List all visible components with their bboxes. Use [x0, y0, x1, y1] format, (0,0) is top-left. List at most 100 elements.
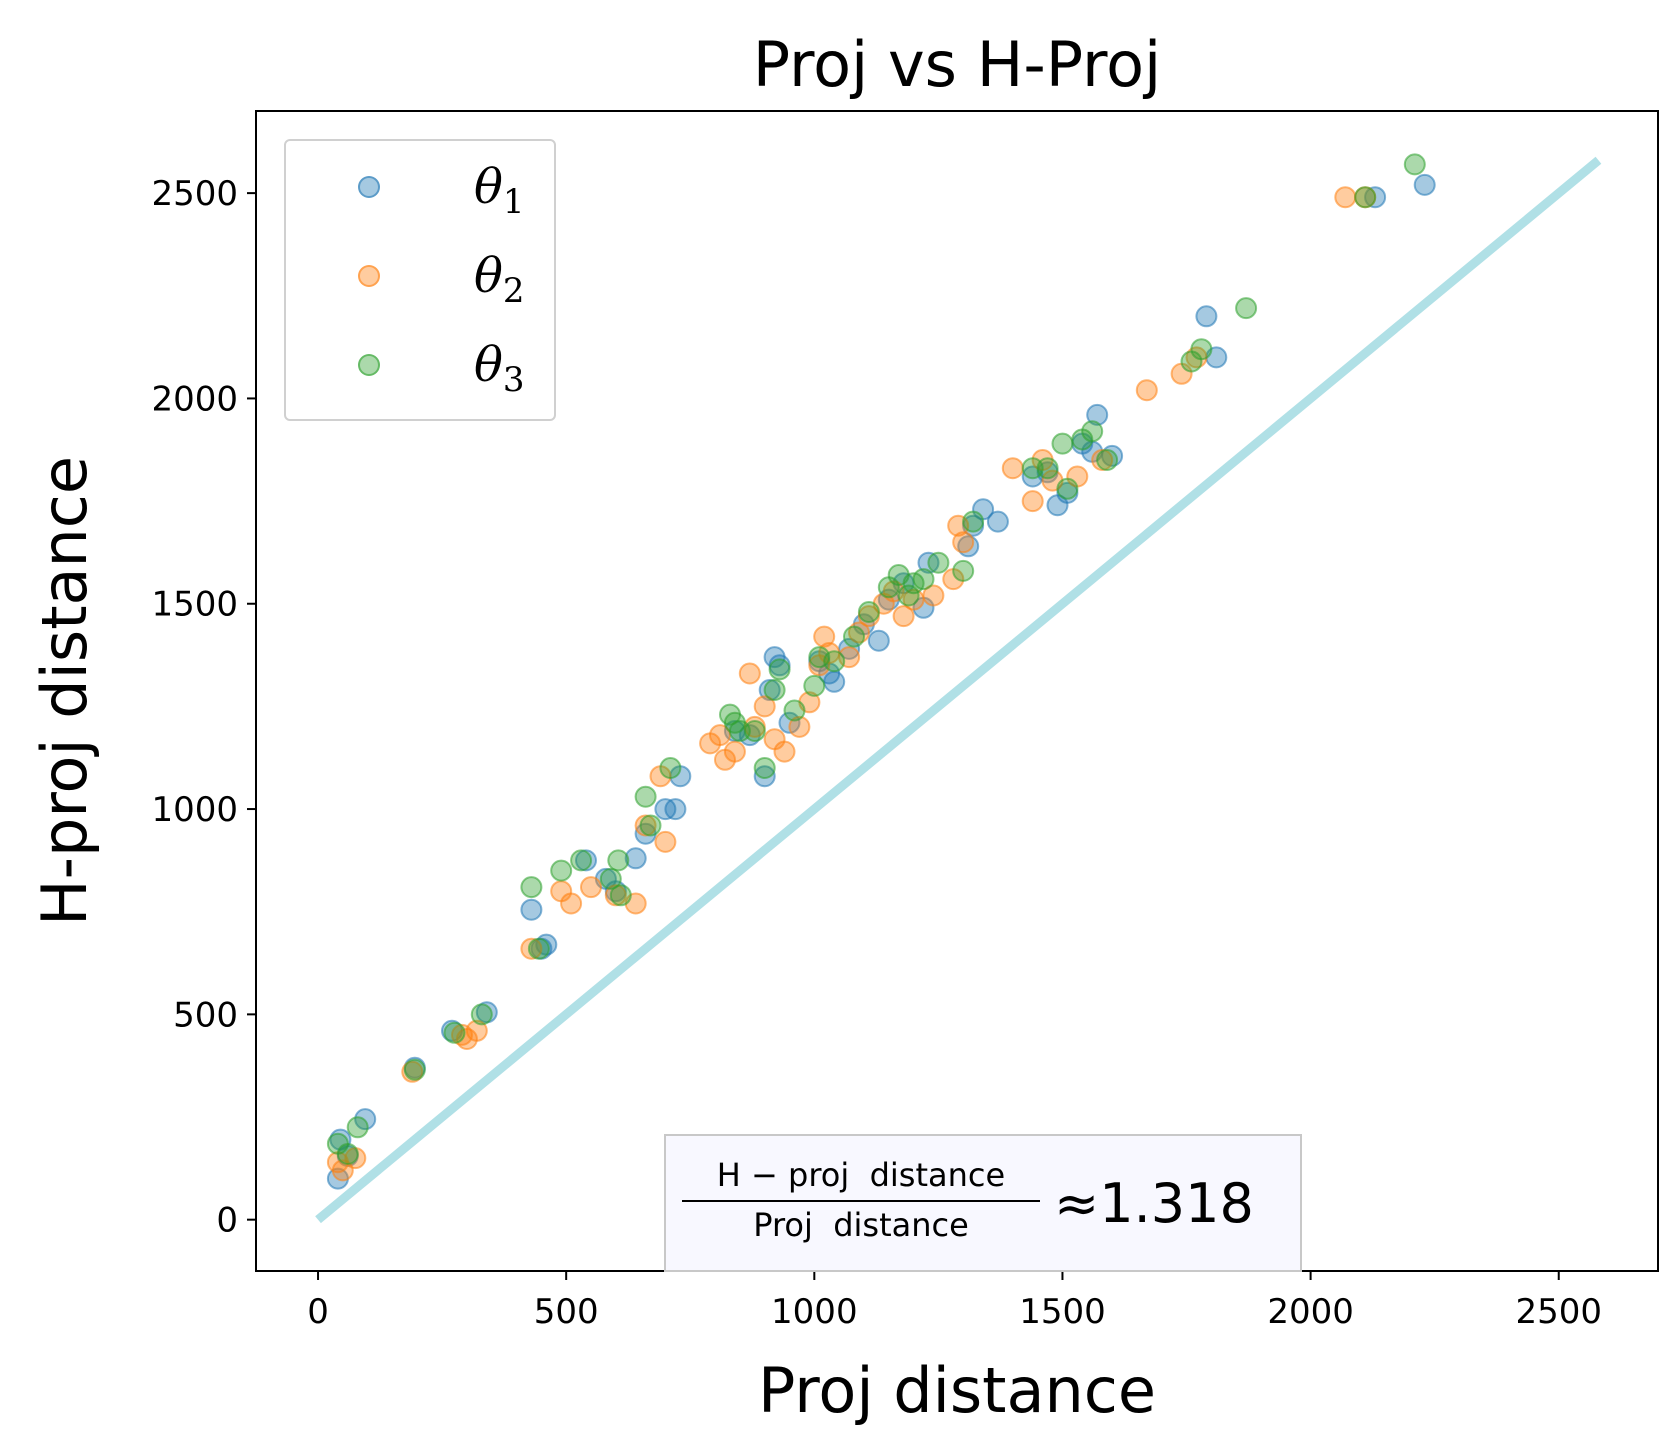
legend-entry-theta-3: θ3	[286, 337, 554, 400]
ratio-number: 1.318	[1099, 1172, 1254, 1235]
scatter-point-theta-2	[952, 531, 975, 554]
scatter-point-theta-3	[570, 849, 593, 872]
scatter-point-theta-1	[867, 629, 890, 652]
scatter-point-theta-3	[1190, 338, 1213, 361]
scatter-point-theta-3	[1036, 457, 1059, 480]
scatter-point-theta-2	[813, 625, 836, 648]
scatter-point-theta-3	[1096, 449, 1119, 471]
x-tick-label: 1500	[1019, 1292, 1106, 1332]
scatter-point-theta-2	[922, 584, 945, 607]
scatter-point-theta-1	[986, 510, 1009, 533]
legend-label-theta-2: θ2	[474, 248, 525, 319]
scatter-point-theta-1	[823, 670, 846, 693]
scatter-point-theta-3	[753, 757, 776, 779]
x-tick-label: 2500	[1515, 1292, 1602, 1332]
scatter-point-theta-2	[788, 715, 811, 738]
scatter-point-theta-1	[1413, 173, 1436, 196]
ratio-numerator: H − proj distance	[682, 1156, 1040, 1202]
scatter-point-theta-2	[1091, 449, 1114, 471]
scatter-point-theta-3	[1081, 420, 1104, 443]
scatter-point-theta-1	[520, 898, 543, 921]
scatter-point-theta-2	[738, 662, 761, 685]
scatter-point-theta-2	[580, 876, 602, 899]
scatter-point-theta-2	[604, 884, 627, 907]
legend-marker-theta-1	[358, 176, 380, 198]
legend-subscript: 1	[502, 182, 525, 222]
scatter-point-theta-3	[639, 814, 662, 837]
legend-label-theta-1: θ1	[474, 159, 525, 230]
scatter-point-theta-1	[1195, 305, 1218, 328]
scatter-point-theta-1	[354, 1108, 377, 1131]
scatter-point-theta-1	[575, 849, 597, 872]
approx-symbol: ≈	[1054, 1172, 1100, 1235]
scatter-point-theta-3	[857, 601, 880, 623]
y-tick-label: 500	[173, 995, 238, 1035]
scatter-point-theta-3	[962, 510, 985, 533]
scatter-point-theta-3	[912, 568, 935, 591]
legend-symbol: θ	[474, 159, 503, 215]
scatter-point-theta-3	[659, 757, 682, 779]
scatter-point-theta-1	[664, 798, 687, 821]
x-tick-label: 500	[534, 1292, 599, 1332]
x-tick-label: 1000	[771, 1292, 858, 1332]
scatter-point-theta-3	[743, 720, 766, 742]
scatter-point-theta-3	[728, 720, 751, 742]
scatter-point-theta-3	[1403, 153, 1426, 176]
scatter-point-theta-1	[1086, 403, 1109, 426]
ratio-annotation: H − proj distance Proj distance ≈1.318	[664, 1134, 1302, 1272]
legend-marker-theta-2	[358, 265, 380, 287]
scatter-point-theta-2	[892, 605, 915, 628]
scatter-point-theta-2	[773, 740, 796, 763]
y-tick-label: 1500	[151, 585, 238, 625]
scatter-point-theta-3	[520, 876, 543, 899]
scatter-point-theta-3	[634, 785, 657, 808]
x-axis-label: Proj distance	[758, 1354, 1156, 1427]
legend-label-theta-3: θ3	[474, 337, 525, 408]
legend: θ1 θ2 θ3	[284, 139, 556, 421]
scatter-point-theta-3	[609, 884, 632, 907]
scatter-point-theta-3	[403, 1058, 426, 1081]
scatter-point-theta-3	[1235, 297, 1258, 320]
ratio-value: ≈1.318	[1054, 1172, 1254, 1235]
scatter-point-theta-3	[843, 625, 865, 648]
scatter-point-theta-2	[723, 740, 746, 763]
y-tick-label: 2500	[151, 174, 238, 214]
reference-line	[315, 156, 1602, 1224]
scatter-point-theta-3	[783, 699, 806, 722]
scatter-point-theta-3	[346, 1116, 369, 1139]
legend-symbol: θ	[474, 337, 503, 393]
scatter-point-theta-2	[465, 1019, 488, 1042]
scatter-point-theta-1	[624, 847, 647, 870]
scatter-point-theta-2	[1334, 186, 1357, 209]
scatter-point-theta-3	[768, 658, 791, 681]
scatter-point-theta-2	[1021, 490, 1044, 513]
ratio-denominator: Proj distance	[753, 1206, 969, 1244]
scatter-point-theta-3	[1021, 457, 1044, 480]
y-axis-label: H-proj distance	[28, 456, 101, 926]
ratio-fraction: H − proj distance Proj distance	[682, 1156, 1040, 1244]
legend-subscript: 2	[502, 271, 525, 311]
scatter-point-theta-3	[952, 559, 975, 582]
scatter-point-theta-3	[607, 849, 630, 872]
scatter-point-theta-3	[527, 937, 550, 960]
scatter-point-theta-3	[1056, 477, 1079, 500]
scatter-point-theta-3	[443, 1021, 466, 1044]
chart-title: Proj vs H-Proj	[753, 28, 1162, 101]
scatter-point-theta-2	[1001, 457, 1024, 480]
scatter-point-theta-3	[1354, 186, 1377, 209]
scatter-point-theta-3	[550, 859, 573, 882]
y-tick-label: 1000	[151, 790, 238, 830]
scatter-point-theta-2	[560, 892, 583, 915]
scatter-point-theta-3	[470, 1003, 493, 1026]
y-tick-label: 0	[216, 1201, 238, 1241]
scatter-point-theta-3	[763, 679, 786, 701]
legend-entry-theta-2: θ2	[286, 248, 554, 311]
scatter-point-theta-3	[823, 650, 846, 673]
legend-entry-theta-1: θ1	[286, 159, 554, 222]
scatter-point-theta-2	[1135, 379, 1158, 402]
scatter-point-theta-2	[654, 830, 677, 853]
scatter-point-theta-3	[599, 867, 622, 890]
scatter-point-theta-3	[803, 674, 826, 697]
scatter-point-theta-3	[1051, 432, 1074, 455]
